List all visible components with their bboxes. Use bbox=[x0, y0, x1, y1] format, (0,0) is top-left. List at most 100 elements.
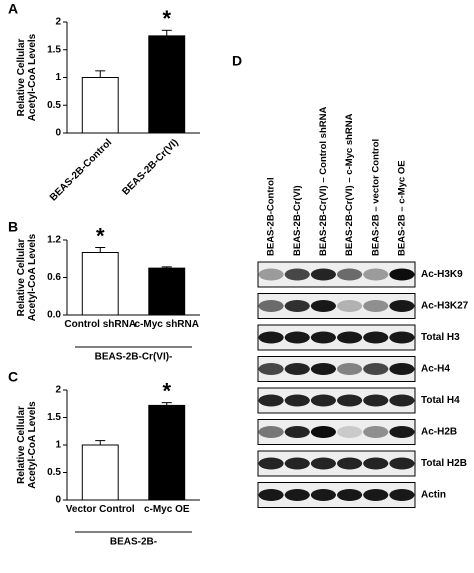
blot-band bbox=[310, 300, 336, 312]
blot-band bbox=[337, 300, 363, 312]
blot-band bbox=[389, 300, 415, 312]
blot-band bbox=[363, 394, 389, 407]
blot-band bbox=[337, 426, 363, 438]
x-tick-label: BEAS-2B-Control bbox=[48, 137, 114, 203]
group-label: BEAS-2B- bbox=[110, 537, 157, 548]
y-tick-label: 1.5 bbox=[47, 412, 61, 423]
y-tick-label: 1 bbox=[55, 440, 61, 451]
blot-band bbox=[310, 489, 336, 501]
blot-band bbox=[389, 331, 415, 344]
blot-band bbox=[258, 426, 284, 438]
blot-band bbox=[258, 331, 284, 344]
blot-band bbox=[389, 457, 415, 470]
bar bbox=[81, 444, 119, 501]
blot-band bbox=[337, 331, 363, 344]
row-label: Total H3 bbox=[421, 332, 460, 343]
lane-label: BEAS-2B-Cr(VI) bbox=[292, 185, 303, 256]
blot-band bbox=[284, 268, 310, 281]
annotation: * bbox=[96, 223, 105, 248]
y-tick-label: 0.5 bbox=[47, 100, 61, 111]
blot-band bbox=[310, 457, 336, 470]
blot-band bbox=[363, 426, 389, 438]
panel-label: C bbox=[8, 369, 18, 385]
blot-band bbox=[258, 457, 284, 470]
blot-band bbox=[310, 394, 336, 407]
blot-band bbox=[389, 426, 415, 438]
blot-band bbox=[258, 489, 284, 501]
panel-label: D bbox=[232, 53, 242, 69]
blot-band bbox=[310, 363, 336, 375]
blot-band bbox=[337, 363, 363, 375]
y-tick-label: 1.5 bbox=[47, 44, 61, 55]
row-label: Ac-H3K9 bbox=[421, 269, 463, 280]
blot-band bbox=[258, 394, 284, 407]
lane-label: BEAS-2B – vector Control bbox=[370, 139, 381, 256]
x-tick-label-text: c-Myc shRNA bbox=[134, 319, 199, 330]
error-bar bbox=[161, 266, 172, 269]
y-tick-label: 0 bbox=[55, 128, 61, 139]
row-label: Actin bbox=[421, 490, 446, 501]
blot-frame bbox=[257, 419, 416, 445]
x-tick-label: Control shRNA bbox=[64, 319, 136, 330]
blot-frame bbox=[257, 387, 416, 414]
y-axis-label: Relative Cellular Acetyl-CoA Levels bbox=[16, 401, 38, 489]
annotation: * bbox=[162, 378, 171, 403]
bar bbox=[148, 267, 186, 316]
y-tick-label: 0.5 bbox=[47, 467, 61, 478]
y-axis-label-text: Relative Cellular Acetyl-CoA Levels bbox=[16, 33, 38, 122]
blot-band bbox=[337, 394, 363, 407]
row-label: Ac-H4 bbox=[421, 364, 450, 375]
blot-band bbox=[310, 268, 336, 281]
blot-band bbox=[337, 489, 363, 501]
annotation: * bbox=[162, 6, 171, 31]
x-tick-label: Vector Control bbox=[66, 504, 135, 515]
bar bbox=[148, 404, 186, 501]
blot-band bbox=[284, 394, 310, 407]
error-bar bbox=[95, 440, 106, 445]
y-tick-label: 0.6 bbox=[47, 272, 61, 283]
y-axis-label-text: Relative Cellular Acetyl-CoA Levels bbox=[16, 401, 38, 489]
x-tick-label-text: c-Myc OE bbox=[143, 504, 190, 515]
lane-label: BEAS-2B-Cr(VI) – c-Myc shRNA bbox=[344, 113, 355, 256]
blot-band bbox=[363, 268, 389, 281]
blot-band bbox=[389, 394, 415, 407]
y-axis-label: Relative Cellular Acetyl-CoA Levels bbox=[16, 33, 38, 122]
y-tick-label: 0.0 bbox=[47, 310, 61, 321]
row-label: Total H4 bbox=[421, 395, 460, 406]
blot-band bbox=[363, 363, 389, 375]
blot-band bbox=[284, 363, 310, 375]
panel-label: B bbox=[8, 219, 18, 235]
row-label: Ac-H2B bbox=[421, 427, 457, 438]
blot-band bbox=[284, 489, 310, 501]
blot-band bbox=[337, 268, 363, 281]
y-axis-label: Relative Cellular Acetyl-CoA Levels bbox=[16, 234, 38, 321]
bar bbox=[81, 77, 119, 134]
blot-band bbox=[363, 331, 389, 344]
bar bbox=[81, 252, 119, 316]
blot-band bbox=[389, 489, 415, 501]
y-tick-label: 2 bbox=[55, 17, 61, 28]
error-bar bbox=[95, 247, 106, 253]
blot-band bbox=[389, 363, 415, 375]
error-bar bbox=[95, 70, 106, 78]
y-tick-label: 2 bbox=[55, 385, 61, 396]
group-label: BEAS-2B-Cr(VI)- bbox=[95, 352, 173, 363]
x-tick-label: BEAS-2B-Cr(VI) bbox=[120, 137, 180, 197]
blot-band bbox=[258, 300, 284, 312]
y-tick-label: 0 bbox=[55, 495, 61, 506]
blot-frame bbox=[257, 482, 416, 508]
blot-frame bbox=[257, 450, 416, 477]
blot-band bbox=[284, 331, 310, 344]
panel-label: A bbox=[8, 1, 18, 17]
error-bar bbox=[161, 402, 172, 406]
error-bar bbox=[161, 29, 172, 36]
row-label: Total H2B bbox=[421, 458, 467, 469]
y-tick-label: 1 bbox=[55, 72, 61, 83]
blot-band bbox=[284, 300, 310, 312]
x-tick-label: c-Myc OE bbox=[143, 504, 190, 515]
y-tick-label: 1.2 bbox=[47, 235, 61, 246]
blot-band bbox=[363, 457, 389, 470]
blot-band bbox=[363, 489, 389, 501]
x-tick-label: c-Myc shRNA bbox=[134, 319, 199, 330]
